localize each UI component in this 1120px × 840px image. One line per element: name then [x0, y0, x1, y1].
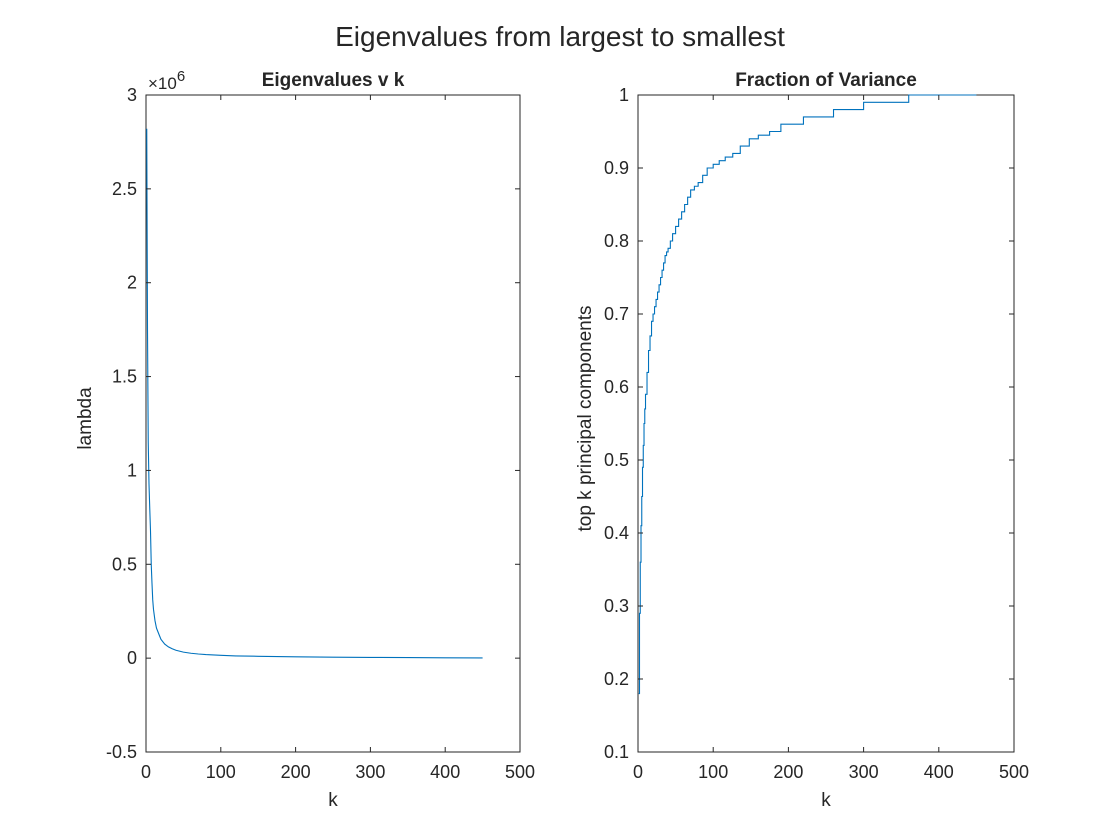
y-tick-label: 0.7: [604, 304, 629, 324]
x-tick-label: 400: [924, 762, 954, 782]
y-tick-label: 0.5: [112, 554, 137, 574]
y-tick-label: 2: [127, 273, 137, 293]
series-line-0: [146, 128, 483, 659]
x-axis-label: k: [328, 790, 338, 811]
y-tick-label: 1: [619, 85, 629, 105]
x-tick-label: 500: [505, 762, 535, 782]
eigenvalues-axes: 0 100 200 300 400 500-0.500.511.522.53Eigenva…: [75, 68, 535, 811]
x-tick-label: 0: [141, 762, 151, 782]
x-tick-label: 200: [281, 762, 311, 782]
axes-box: [145, 94, 521, 753]
y-axis-multiplier: ×106: [148, 68, 185, 93]
y-tick-label: 0.3: [604, 596, 629, 616]
y-tick-label: 0.6: [604, 377, 629, 397]
x-tick-label: 400: [430, 762, 460, 782]
x-axis-label: k: [821, 790, 831, 811]
y-axis-multiplier-exponent: 6: [177, 68, 185, 85]
figure-title: Eigenvalues from largest to smallest: [335, 21, 785, 52]
x-tick-label: 0: [633, 762, 643, 782]
series-line-0: [638, 94, 977, 695]
y-tick-label: 0.4: [604, 523, 629, 543]
y-tick-label: 2.5: [112, 179, 137, 199]
axes-title: Fraction of Variance: [735, 70, 917, 91]
x-tick-label: 100: [206, 762, 236, 782]
y-tick-label: 1.5: [112, 367, 137, 387]
x-tick-label: 200: [773, 762, 803, 782]
x-tick-label: 500: [999, 762, 1029, 782]
y-tick-label: 3: [127, 85, 137, 105]
y-tick-label: 0.1: [604, 742, 629, 762]
y-tick-label: 0.9: [604, 158, 629, 178]
y-axis-label: lambda: [75, 387, 96, 450]
x-tick-label: 300: [355, 762, 385, 782]
y-tick-label: 1: [127, 460, 137, 480]
y-tick-label: -0.5: [106, 742, 137, 762]
fraction-of-variance-axes: 0 100 200 300 400 500 0.1 0.2 0.3 0.4 0.5 0.6 0.7 0.8…: [575, 70, 1029, 811]
y-tick-label: 0.5: [604, 450, 629, 470]
y-tick-label: 0.2: [604, 669, 629, 689]
axes-box: [637, 94, 1015, 753]
x-tick-label: 300: [849, 762, 879, 782]
y-axis-label: top k principal components: [575, 305, 596, 531]
axes-title: Eigenvalues v k: [262, 70, 405, 91]
y-tick-label: 0: [127, 648, 137, 668]
x-tick-label: 100: [698, 762, 728, 782]
y-tick-label: 0.8: [604, 231, 629, 251]
